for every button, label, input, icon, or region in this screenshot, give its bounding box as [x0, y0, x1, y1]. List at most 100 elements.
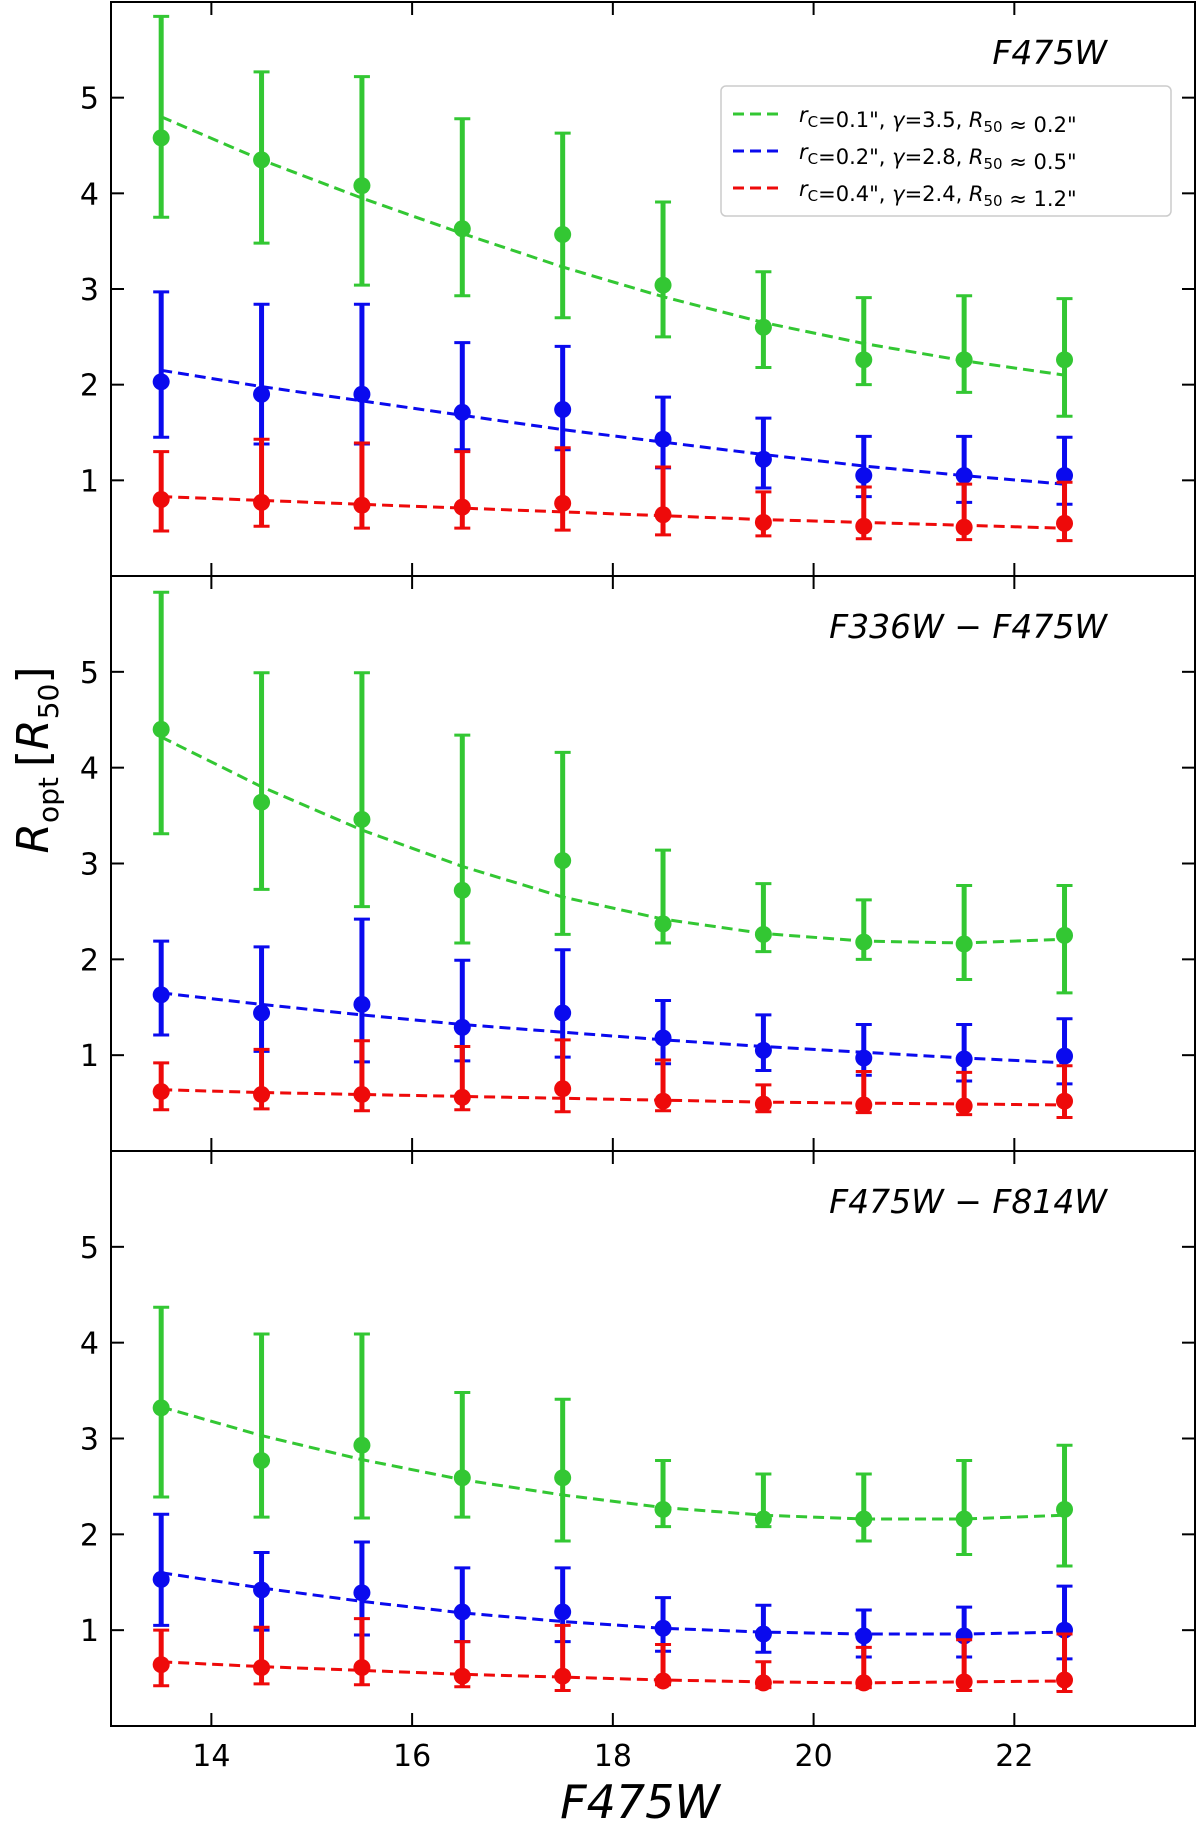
data-point	[1056, 467, 1074, 485]
y-tick-label: 2	[80, 369, 99, 404]
data-point	[353, 1085, 371, 1103]
y-tick-label: 5	[80, 1231, 99, 1266]
fit-line	[161, 991, 1065, 1065]
data-point	[654, 506, 672, 524]
data-point	[453, 1018, 471, 1036]
data-point	[754, 1041, 772, 1059]
panel-3: 1 2 3 4 5 14 16 18 20 22 F475W − F814W	[80, 1150, 1196, 1774]
x-axis-label: F475W	[560, 1775, 721, 1829]
data-point	[855, 933, 873, 951]
fit-line	[160, 368, 1065, 486]
data-point	[554, 1004, 572, 1022]
y-axis-label-open-bracket: [	[8, 750, 59, 767]
data-point	[955, 1097, 973, 1115]
fit-line	[160, 115, 1065, 377]
data-point	[453, 498, 471, 516]
data-point	[855, 1674, 873, 1692]
y-tick-label: 2	[80, 1518, 99, 1553]
series-1	[152, 590, 1074, 995]
y-tick-label: 4	[80, 1327, 99, 1362]
panel-title: F336W − F475W	[829, 607, 1108, 646]
data-point	[453, 220, 471, 238]
data-point	[955, 518, 973, 536]
data-point	[754, 1510, 772, 1528]
panel-title: F475W	[992, 33, 1108, 72]
data-point	[955, 467, 973, 485]
data-point	[754, 1674, 772, 1692]
data-point	[152, 373, 170, 391]
data-point	[152, 1570, 170, 1588]
series-1	[152, 14, 1074, 418]
panel-title: F475W − F814W	[829, 1182, 1108, 1221]
panel-frame	[110, 1150, 1196, 1727]
y-tick-label: 2	[80, 943, 99, 978]
x-tick-label: 18	[594, 1739, 632, 1774]
panel-2: 1 2 3 4 5 F336W − F475W	[80, 575, 1196, 1152]
data-point	[152, 1399, 170, 1417]
fit-line	[160, 1405, 1065, 1521]
legend-frame	[720, 85, 1172, 217]
data-point	[453, 1667, 471, 1685]
fit-line	[161, 495, 1065, 530]
data-point	[152, 986, 170, 1004]
data-point	[1056, 1047, 1074, 1065]
data-point	[453, 1603, 471, 1621]
data-point	[353, 1584, 371, 1602]
series-3	[152, 1038, 1074, 1119]
data-point	[1056, 1671, 1074, 1689]
data-point	[654, 1672, 672, 1690]
y-tick-label: 1	[80, 1039, 99, 1074]
y-tick-label: 5	[80, 656, 99, 691]
data-point	[253, 1085, 271, 1103]
data-point	[955, 1673, 973, 1691]
fit-line	[160, 735, 1065, 945]
data-point	[152, 490, 170, 508]
y-axis-label-sub: opt	[32, 777, 65, 823]
data-point	[654, 1500, 672, 1518]
legend-entry-3: rC=0.4", γ=2.4, R50 ≈ 1.2"	[799, 177, 1077, 211]
data-point	[253, 793, 271, 811]
y-axis-label-main: R	[8, 823, 59, 854]
data-point	[654, 276, 672, 294]
data-point	[353, 995, 371, 1013]
series-3	[152, 437, 1074, 543]
data-point	[152, 720, 170, 738]
data-point	[453, 881, 471, 899]
data-point	[353, 385, 371, 403]
data-point	[855, 517, 873, 535]
x-tick-label: 20	[794, 1739, 832, 1774]
data-point	[855, 1096, 873, 1114]
panel-frame	[110, 575, 1196, 1152]
data-point	[554, 852, 572, 870]
data-point	[353, 177, 371, 195]
data-point	[554, 225, 572, 243]
data-point	[855, 351, 873, 369]
data-point	[955, 1050, 973, 1068]
data-point	[253, 151, 271, 169]
data-point	[754, 1625, 772, 1643]
data-point	[1056, 1092, 1074, 1110]
data-point	[855, 1049, 873, 1067]
data-point	[554, 1469, 572, 1487]
y-tick-label: 3	[80, 848, 99, 883]
legend-entry-2: rC=0.2", γ=2.8, R50 ≈ 0.5"	[799, 140, 1077, 174]
data-point	[554, 1080, 572, 1098]
data-point	[855, 1510, 873, 1528]
data-point	[152, 129, 170, 147]
data-point	[453, 1088, 471, 1106]
data-point	[955, 1510, 973, 1528]
data-point	[453, 403, 471, 421]
data-point	[654, 1619, 672, 1637]
y-axis-label: Ropt[R50]	[8, 666, 65, 853]
data-point	[353, 1436, 371, 1454]
data-point	[955, 351, 973, 369]
data-point	[754, 318, 772, 336]
data-point	[754, 513, 772, 531]
series-1	[152, 1305, 1074, 1568]
x-tick-label: 16	[393, 1739, 431, 1774]
y-axis-label-bracket-var: R	[8, 719, 59, 750]
fit-line	[160, 1571, 1065, 1636]
